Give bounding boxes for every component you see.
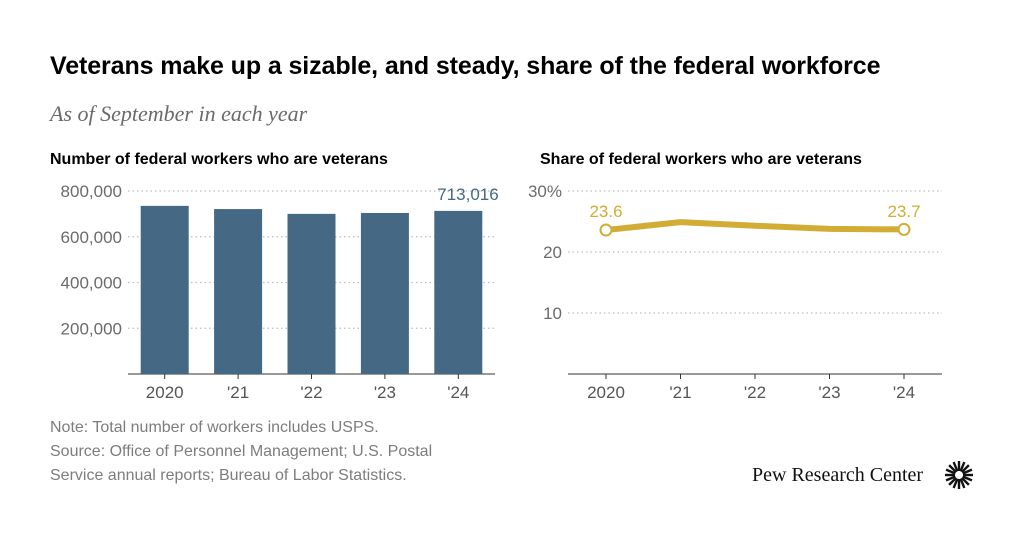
bar-x-tick-label: 2020 — [146, 383, 184, 402]
sunburst-ray — [960, 464, 970, 474]
bar-x-tick-label: '23 — [374, 383, 396, 402]
sunburst-ray — [959, 478, 966, 489]
page-subtitle: As of September in each year — [50, 101, 308, 126]
line-point-marker — [599, 223, 613, 237]
bar-y-tick-label: 400,000 — [61, 274, 122, 293]
line-x-tick-label: '23 — [818, 383, 840, 402]
bar — [214, 209, 263, 374]
line-chart-title: Share of federal workers who are veteran… — [540, 151, 862, 168]
line-y-tick-label: 10 — [543, 304, 562, 323]
bar — [360, 212, 409, 374]
sunburst-ray — [952, 461, 959, 472]
source-text-line-1: Source: Office of Personnel Management; … — [50, 443, 433, 460]
sunburst-ray — [952, 478, 959, 489]
bar-x-tick-label: '21 — [227, 383, 249, 402]
bar — [434, 210, 483, 374]
line-y-tick-label: 20 — [543, 243, 562, 262]
bar-chart-title: Number of federal workers who are vetera… — [50, 151, 388, 168]
sunburst-ray — [959, 461, 966, 472]
sunburst-ray — [962, 475, 973, 482]
sunburst-ray — [960, 476, 970, 486]
note-text: Note: Total number of workers includes U… — [50, 419, 379, 436]
bar-y-tick-label: 800,000 — [61, 182, 122, 201]
bar-y-tick-label: 600,000 — [61, 228, 122, 247]
page-title: Veterans make up a sizable, and steady, … — [50, 52, 881, 80]
line-x-tick-label: 2020 — [587, 383, 625, 402]
bar-x-tick-label: '22 — [300, 383, 322, 402]
bar-data-label: 713,016 — [437, 185, 498, 204]
source-text-line-2: Service annual reports; Bureau of Labor … — [50, 467, 407, 484]
line-y-tick-label: 30% — [528, 182, 562, 201]
line-data-label: 23.6 — [589, 202, 622, 221]
line-point-marker — [897, 222, 911, 236]
line-x-tick-label: '22 — [744, 383, 766, 402]
sunburst-ray — [948, 464, 958, 474]
sunburst-ray — [945, 475, 956, 482]
bar-y-tick-label: 200,000 — [61, 319, 122, 338]
line-x-tick-label: '24 — [893, 383, 915, 402]
bar-x-tick-label: '24 — [447, 383, 469, 402]
line-data-label: 23.7 — [887, 202, 920, 221]
brand-name: Pew Research Center — [752, 464, 924, 486]
bar — [140, 205, 189, 374]
line-series — [603, 219, 907, 234]
sunburst-ray — [948, 476, 958, 486]
bar — [287, 213, 336, 374]
pew-sunburst-icon — [945, 461, 973, 489]
sunburst-ray — [945, 468, 956, 475]
line-x-tick-label: '21 — [669, 383, 691, 402]
sunburst-ray — [962, 468, 973, 475]
